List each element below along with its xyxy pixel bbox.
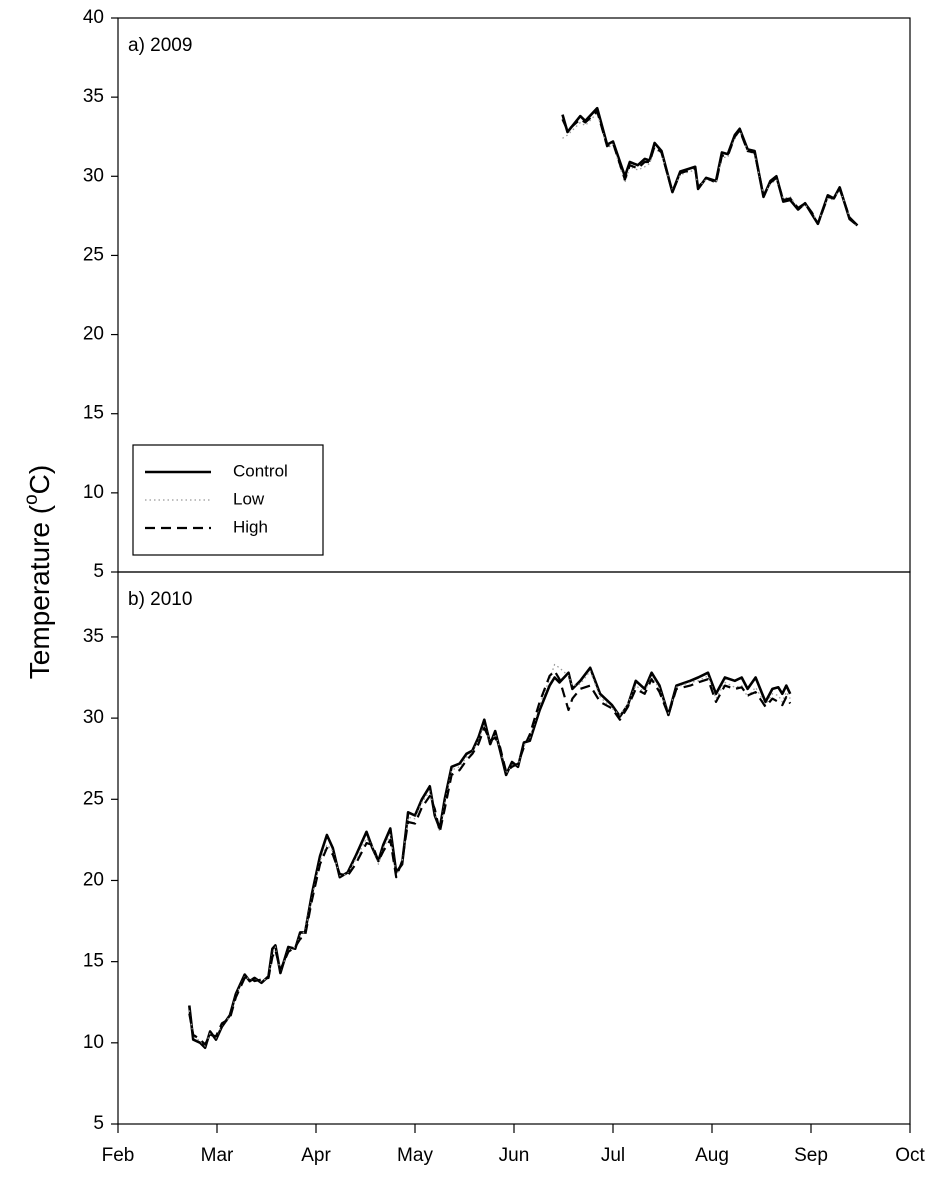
y-tick-label: 25 (83, 788, 104, 809)
y-tick-label: 5 (93, 1113, 104, 1134)
x-tick-label: Jul (601, 1145, 625, 1166)
legend-label: High (233, 517, 268, 536)
panel-title: a) 2009 (128, 35, 192, 56)
y-tick-label: 20 (83, 324, 104, 345)
y-tick-label: 10 (83, 1032, 104, 1053)
plot-frame (117, 571, 911, 1125)
y-axis-label-part: o (21, 494, 42, 505)
y-tick-label: 35 (83, 86, 104, 107)
series-line (188, 666, 792, 1049)
series-line (562, 112, 858, 228)
y-tick-label: 30 (83, 165, 104, 186)
x-tick-label: Feb (102, 1145, 135, 1166)
y-tick-label: 25 (83, 244, 104, 265)
legend-box (132, 444, 324, 556)
x-tick-label: Jun (499, 1145, 530, 1166)
series-line (188, 669, 792, 1046)
legend-label: Low (233, 489, 265, 508)
legend-label: Control (233, 461, 288, 480)
y-tick-label: 35 (83, 626, 104, 647)
y-axis-label-part: C) (24, 465, 55, 495)
y-tick-label: 10 (83, 482, 104, 503)
x-tick-label: May (397, 1145, 433, 1166)
y-tick-label: 20 (83, 869, 104, 890)
series-line (561, 110, 859, 227)
y-tick-label: 15 (83, 951, 104, 972)
panel-title: b) 2010 (128, 589, 192, 610)
x-tick-label: Mar (201, 1145, 234, 1166)
x-tick-label: Aug (695, 1145, 729, 1166)
y-tick-label: 30 (83, 707, 104, 728)
y-axis-label-part: Temperature ( (24, 504, 55, 679)
x-tick-label: Apr (301, 1145, 331, 1166)
y-axis-label: Temperature (oC) (21, 465, 55, 679)
y-tick-label: 40 (83, 7, 104, 28)
series-line (188, 663, 791, 1047)
y-tick-label: 5 (93, 561, 104, 582)
x-tick-label: Oct (895, 1145, 925, 1166)
x-tick-label: Sep (794, 1145, 828, 1166)
series-line (561, 106, 859, 227)
y-tick-label: 15 (83, 403, 104, 424)
